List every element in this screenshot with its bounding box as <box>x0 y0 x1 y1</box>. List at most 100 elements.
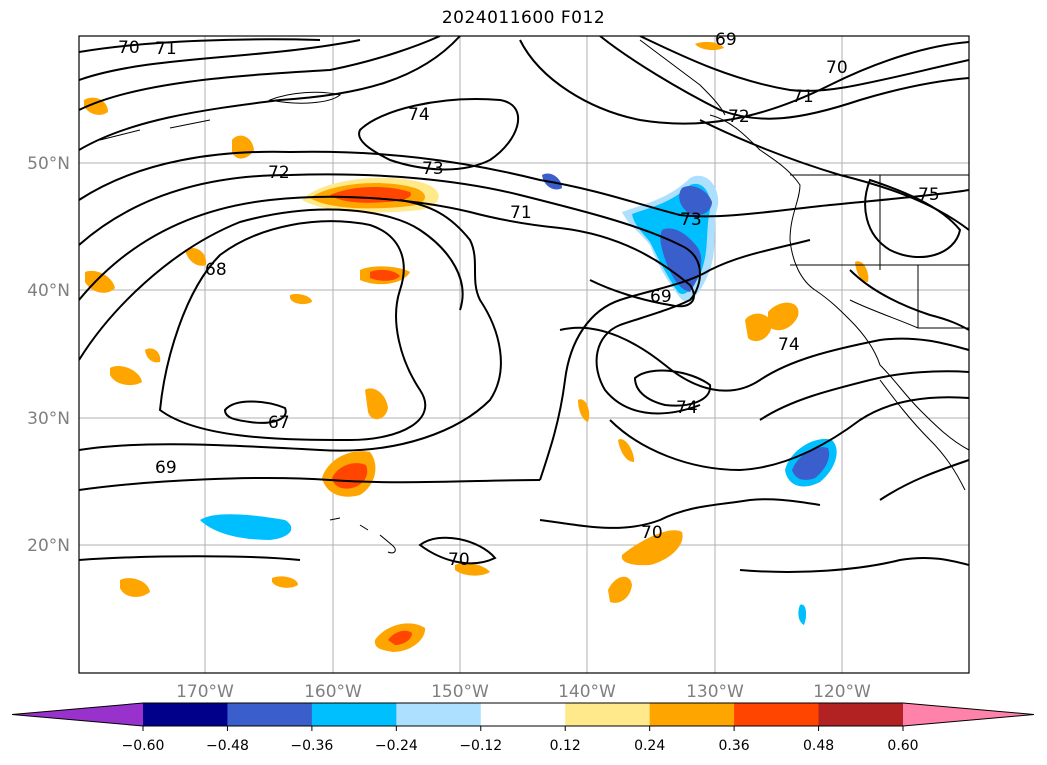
colorbar: −0.60 −0.48 −0.36 −0.24 −0.12 0.12 0.24 0.36 0.4… <box>11 702 1035 754</box>
contour-line <box>223 400 287 424</box>
contour-label: 68 <box>205 260 227 280</box>
anomaly-positive <box>618 439 635 462</box>
contour-line <box>79 555 301 561</box>
contour-labels: 70 71 74 72 73 71 68 67 69 70 69 73 74 7… <box>118 30 940 570</box>
map-plot-area <box>78 35 970 674</box>
latitude-labels: 50°N 40°N 30°N 20°N <box>27 154 70 556</box>
colorbar-tick-label: 0.24 <box>634 738 665 754</box>
contour-line <box>559 326 969 392</box>
contour-label: 72 <box>268 163 290 183</box>
contour-label: 70 <box>118 38 140 58</box>
contour-line <box>849 269 969 331</box>
anomaly-negative <box>798 604 807 625</box>
contour-label: 69 <box>155 458 177 478</box>
contour-line <box>79 195 695 308</box>
anomaly-positive <box>578 399 590 422</box>
contour-label: 74 <box>676 398 698 418</box>
contour-line <box>79 39 361 81</box>
anomaly-positive <box>120 578 150 597</box>
contour-line <box>79 173 701 415</box>
lon-label-160w: 160°W <box>304 682 362 702</box>
anomaly-positive <box>608 576 632 603</box>
contour-label: 70 <box>641 523 663 543</box>
colorbar-segment <box>396 703 482 726</box>
anomaly-positive <box>85 270 115 293</box>
contour-line <box>79 36 461 151</box>
contour-line <box>539 498 821 529</box>
filled-anomalies <box>84 41 869 652</box>
contour-label: 69 <box>715 30 737 50</box>
contour-label: 72 <box>728 107 750 127</box>
map-background <box>79 36 969 673</box>
lat-label-30n: 30°N <box>27 409 70 429</box>
lon-label-140w: 140°W <box>558 682 616 702</box>
map-frame <box>78 35 970 674</box>
anomaly-positive <box>145 348 161 363</box>
contour-label: 74 <box>778 335 800 355</box>
colorbar-segment <box>818 703 904 726</box>
anomaly-positive <box>768 302 799 331</box>
lat-label-40n: 40°N <box>27 281 70 301</box>
anomaly-positive <box>745 313 772 342</box>
anomaly-positive <box>855 261 869 282</box>
contour-line <box>759 370 969 421</box>
colorbar-segment <box>227 703 313 726</box>
contour-label: 73 <box>422 159 444 179</box>
lat-label-50n: 50°N <box>27 154 70 174</box>
anomaly-positive <box>365 388 388 420</box>
longitude-labels: 170°W 160°W 150°W 140°W 130°W 120°W <box>176 682 871 702</box>
anomaly-positive <box>290 293 312 305</box>
contour-label: 67 <box>268 413 290 433</box>
contour-label: 71 <box>155 39 177 59</box>
colorbar-tick-label: 0.12 <box>550 738 581 754</box>
colorbar-tick-label: −0.60 <box>122 738 165 754</box>
contour-line <box>79 199 502 452</box>
anomaly-positive <box>388 630 412 645</box>
contour-label: 70 <box>448 550 470 570</box>
contour-line <box>418 536 497 565</box>
colorbar-segment <box>734 703 820 726</box>
contour-label: 73 <box>680 210 702 230</box>
colorbar-segment <box>311 703 397 726</box>
anomaly-positive <box>84 97 108 115</box>
contour-label: 75 <box>918 185 940 205</box>
contour-line <box>864 178 962 259</box>
aleutian-coastline <box>99 119 211 141</box>
contour-line <box>879 459 969 501</box>
colorbar-segment <box>143 703 228 726</box>
colorbar-extend-high <box>903 703 1034 726</box>
colorbar-tick-label: −0.24 <box>375 738 418 754</box>
hawaii-coastline <box>329 517 396 554</box>
anomaly-negative <box>200 514 292 540</box>
contour-line <box>609 396 969 472</box>
contour-line <box>79 150 969 218</box>
alaska-peninsula-coastline <box>268 91 342 104</box>
colorbar-tick-label: −0.48 <box>206 738 249 754</box>
anomaly-positive <box>455 562 490 576</box>
colorbar-segment <box>649 703 735 726</box>
contour-line <box>358 98 519 171</box>
colorbar-tick-label: 0.48 <box>803 738 834 754</box>
colorbar-tick-label: −0.36 <box>290 738 333 754</box>
colorbar-tick-label: 0.60 <box>887 738 918 754</box>
lon-label-120w: 120°W <box>813 682 871 702</box>
anomaly-positive <box>110 365 142 386</box>
west-coast-coastline <box>709 114 969 451</box>
map-title: 2024011600 F012 <box>441 8 606 28</box>
contour-line <box>158 220 427 442</box>
contour-line <box>519 39 969 125</box>
contour-label: 71 <box>792 87 814 107</box>
contour-line <box>79 208 464 361</box>
anomaly-negative <box>792 447 830 480</box>
anomaly-positive <box>695 41 724 51</box>
contour-line <box>599 36 969 120</box>
coastlines <box>99 39 969 554</box>
contour-label: 71 <box>510 203 532 223</box>
colorbar-segment <box>565 703 651 726</box>
contour-line <box>739 556 969 573</box>
anomaly-positive <box>272 576 298 588</box>
lon-label-130w: 130°W <box>686 682 744 702</box>
contour-label: 69 <box>650 287 672 307</box>
state-borders <box>790 174 969 329</box>
lon-label-170w: 170°W <box>176 682 234 702</box>
